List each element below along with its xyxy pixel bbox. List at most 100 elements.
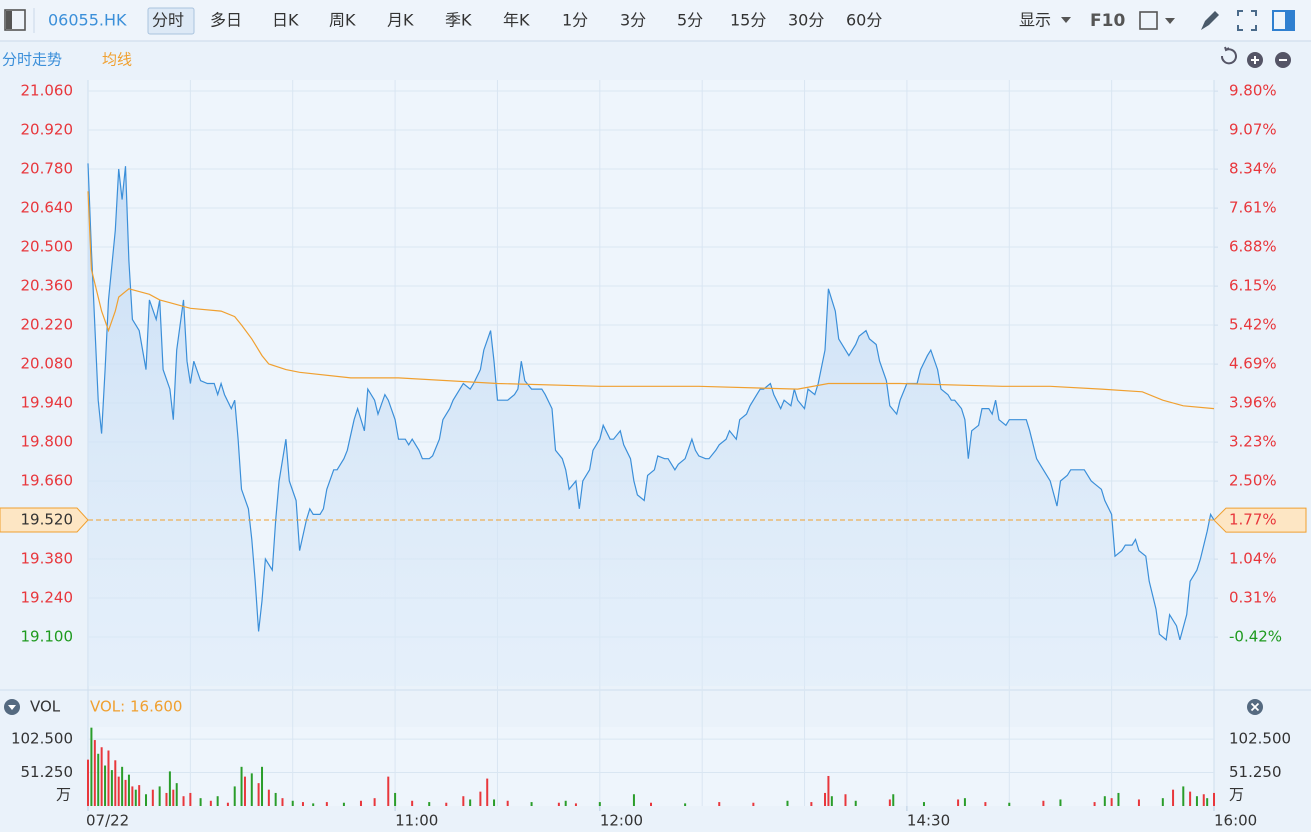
close-cross [1250, 702, 1260, 712]
symbol[interactable]: 06055.HK [48, 11, 127, 30]
tab[interactable]: 多日 [210, 11, 242, 30]
volume-bar [445, 802, 448, 806]
volume-plot [88, 727, 1214, 806]
icon-frame [4, 9, 26, 31]
tab[interactable]: 分时 [152, 11, 184, 30]
volume-bar [1213, 792, 1215, 806]
price-area [88, 163, 1214, 686]
volume-bar [114, 760, 117, 806]
volume-bar [922, 802, 925, 806]
volume-bar [121, 766, 124, 806]
volume-bar [957, 799, 960, 806]
y-tick-label: 20.360 [21, 276, 74, 294]
x-tick-label: 14:30 [907, 812, 950, 830]
volume-bar [216, 796, 219, 806]
y2-tick-label: -0.42% [1229, 628, 1282, 646]
fullscreen-icon[interactable] [1237, 10, 1257, 31]
volume-unit: 万 [56, 786, 71, 804]
volume-bar [1182, 786, 1185, 806]
volume-bar [359, 800, 362, 806]
volume-value: VOL: 16.600 [90, 698, 182, 716]
y2-tick-label: 9.07% [1229, 121, 1277, 139]
volume-bar [810, 802, 813, 806]
dropdown-arrow [1061, 17, 1071, 23]
volume-bar [312, 803, 315, 806]
volume-bar [1059, 799, 1062, 806]
volume-bar [1161, 798, 1164, 806]
y-tick-label: 19.240 [21, 588, 74, 606]
volume-bar [342, 802, 345, 806]
volume-bar [1172, 789, 1175, 806]
tab[interactable]: 日K [272, 11, 299, 30]
x-tick-label: 12:00 [600, 812, 643, 830]
y-tick-label: 20.780 [21, 159, 74, 177]
y2-tick-label: 1.04% [1229, 550, 1277, 568]
volume-bar [844, 794, 847, 806]
volume-bar [199, 798, 202, 806]
volume-bar [124, 779, 127, 806]
y2-tick-label: 6.88% [1229, 238, 1277, 256]
y-tick-label: 102.500 [11, 730, 73, 748]
volume-bar [469, 799, 472, 806]
volume-bar [1206, 798, 1209, 806]
y2-tick-label: 7.61% [1229, 199, 1277, 217]
volume-bar [824, 792, 827, 806]
volume-bar [97, 753, 100, 806]
y-tick-label: 20.500 [21, 237, 74, 255]
volume-bar [107, 750, 110, 806]
collapse-arrow [8, 705, 16, 710]
last-price-box [0, 507, 89, 533]
y-tick-label: 21.060 [21, 82, 74, 100]
tab[interactable]: 30分 [788, 11, 824, 30]
volume-bar [786, 800, 789, 806]
tab[interactable]: 15分 [730, 11, 766, 30]
y-tick-label: 19.100 [21, 627, 74, 645]
tab[interactable]: 周K [329, 11, 356, 30]
box-icon[interactable] [1139, 11, 1158, 30]
y2-tick-label: 2.50% [1229, 472, 1277, 490]
tab[interactable]: 季K [445, 11, 472, 30]
volume-bar [138, 785, 141, 806]
volume-bar [1189, 791, 1192, 806]
toolbar [0, 0, 1311, 41]
volume-bar [127, 774, 130, 806]
volume-bar [93, 740, 96, 806]
volume-bar [1008, 802, 1011, 806]
volume-bar [168, 771, 171, 806]
y2-tick-label: 102.500 [1229, 730, 1291, 748]
volume-bar [1093, 802, 1096, 806]
f10-button[interactable]: F10 [1090, 11, 1125, 31]
volume-bar [131, 786, 134, 806]
volume-bar [165, 792, 168, 806]
tab[interactable]: 年K [503, 11, 530, 30]
y-tick-label: 19.800 [21, 432, 74, 450]
tab[interactable]: 3分 [620, 11, 646, 30]
display-menu[interactable]: 显示 [1019, 11, 1051, 30]
average-line [87, 191, 1215, 410]
tab[interactable]: 5分 [677, 11, 703, 30]
volume-bar [1137, 799, 1140, 806]
tab[interactable]: 月K [387, 11, 414, 30]
volume-bar [301, 802, 304, 806]
volume-bar [209, 800, 212, 806]
tab[interactable]: 60分 [846, 11, 882, 30]
volume-bar [325, 802, 328, 806]
tab-bar: 分时 多日 日K 周K 月K 季K 年K 1分 3分 5分 15分 30分 60分 [147, 7, 882, 35]
volume-bar [486, 778, 489, 806]
undo-icon[interactable] [1220, 46, 1237, 65]
volume-bar [257, 783, 260, 806]
last-change-box [1213, 507, 1307, 533]
volume-bar [1117, 792, 1120, 806]
draw-icon[interactable] [1201, 11, 1219, 30]
sidebar-toggle[interactable] [4, 9, 26, 31]
volume-bar [104, 765, 107, 806]
volume-bar [145, 794, 148, 806]
volume-bar [134, 789, 137, 806]
volume-bar [90, 727, 93, 806]
volume-bar [1103, 796, 1106, 806]
tab[interactable]: 1分 [562, 11, 588, 30]
volume-bar [479, 791, 482, 806]
